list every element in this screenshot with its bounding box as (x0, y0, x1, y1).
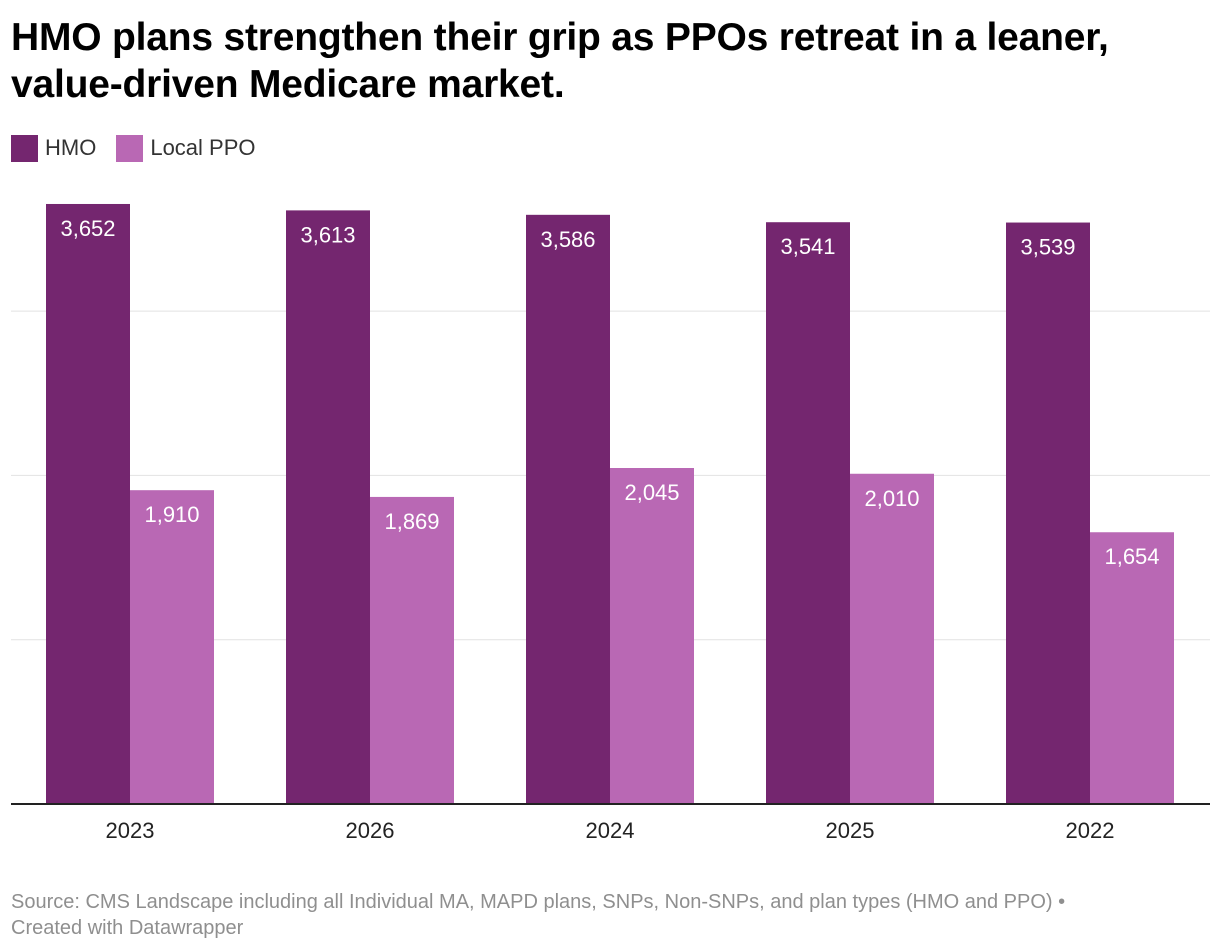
bar-hmo-2024 (526, 214, 610, 805)
bar-hmo-2026 (286, 210, 370, 804)
legend-label-local-ppo: Local PPO (150, 135, 256, 160)
data-label-hmo-2025: 3,541 (780, 234, 835, 259)
legend: HMO Local PPO (11, 133, 276, 163)
data-label-hmo-2024: 3,586 (540, 227, 595, 252)
x-tick-label-2025: 2025 (826, 818, 875, 843)
chart-title: HMO plans strengthen their grip as PPOs … (11, 16, 1109, 106)
legend-item-hmo: HMO (11, 134, 97, 162)
bar-chart: 3,652 1,910 2023 3,613 1,869 2026 3,586 2,045 20… (11, 203, 1210, 843)
x-tick-label-2024: 2024 (586, 818, 635, 843)
legend-item-local-ppo: Local PPO (116, 134, 256, 162)
data-label-local-ppo-2024: 2,045 (624, 480, 679, 505)
data-label-hmo-2022: 3,539 (1020, 235, 1075, 260)
legend-swatch-local-ppo (116, 134, 144, 162)
bar-local-ppo-2025 (850, 473, 934, 804)
source-note: Source: CMS Landscape including all Indi… (11, 891, 1066, 913)
data-label-local-ppo-2023: 1,910 (144, 502, 199, 527)
credit-note: Created with Datawrapper (11, 917, 244, 939)
x-tick-label-2022: 2022 (1066, 818, 1115, 843)
legend-swatch-hmo (11, 134, 38, 162)
footer: Source: CMS Landscape including all Indi… (11, 889, 1201, 941)
bar-local-ppo-2026 (370, 496, 454, 804)
data-label-local-ppo-2025: 2,010 (864, 486, 919, 511)
x-tick-label-2023: 2023 (106, 818, 155, 843)
bar-hmo-2023 (46, 203, 130, 805)
data-label-local-ppo-2026: 1,869 (384, 509, 439, 534)
bar-local-ppo-2024 (610, 468, 694, 804)
data-label-hmo-2026: 3,613 (300, 222, 355, 247)
legend-label-hmo: HMO (45, 135, 97, 160)
x-tick-label-2026: 2026 (346, 818, 395, 843)
bar-local-ppo-2022 (1090, 532, 1174, 804)
data-label-local-ppo-2022: 1,654 (1104, 544, 1159, 569)
bar-local-ppo-2023 (130, 490, 214, 804)
bar-hmo-2022 (1006, 222, 1090, 804)
data-label-hmo-2023: 3,652 (60, 216, 115, 241)
bar-hmo-2025 (766, 222, 850, 805)
